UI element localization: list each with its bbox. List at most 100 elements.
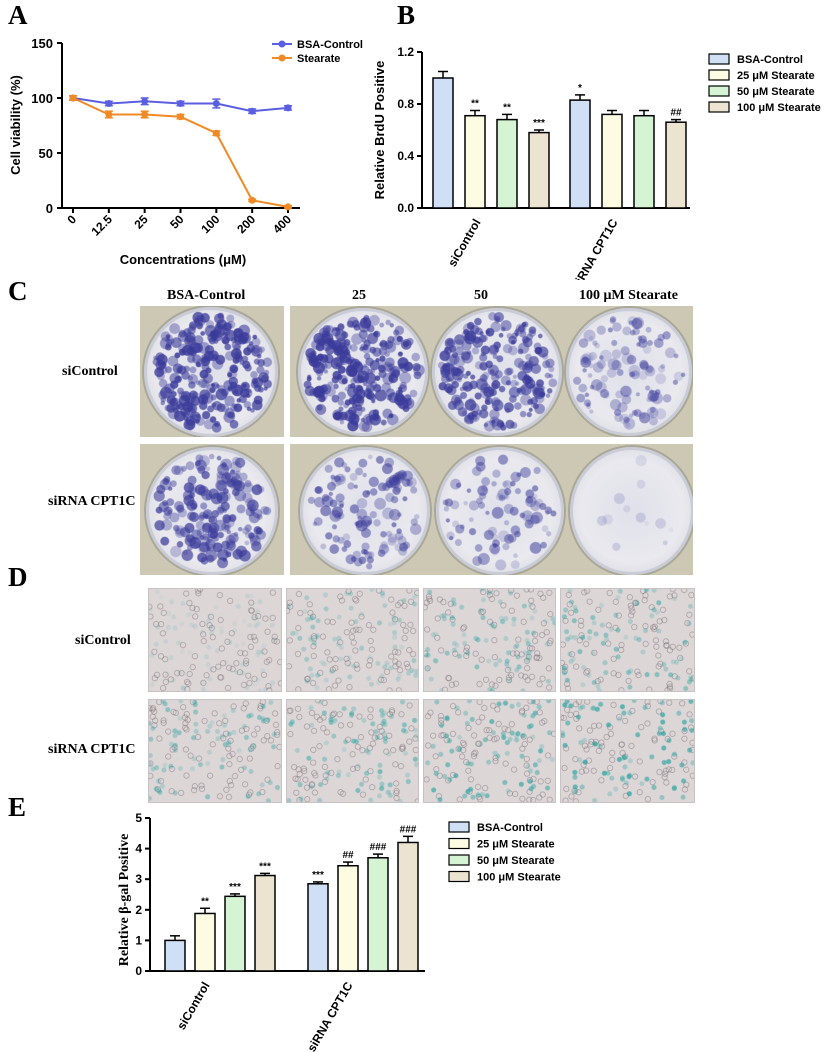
panel-d-row-label-sicontrol: siControl (75, 633, 131, 648)
significance-label-e: ### (370, 842, 387, 853)
significance-label-e: ** (201, 896, 209, 907)
x-tick-label-a: 100 (198, 212, 222, 236)
panel-d-row-label-sirna: siRNA CPT1C (48, 742, 136, 757)
significance-label-e: ### (400, 824, 417, 835)
data-point-a (105, 100, 113, 107)
bar-e (194, 912, 216, 972)
colony-photo-sirna-bsa (140, 444, 284, 575)
data-point-a (69, 94, 77, 102)
significance-label-b: ** (503, 102, 511, 113)
y-tick-label-a: 150 (31, 36, 53, 51)
significance-label-b: *** (533, 118, 545, 129)
y-tick-label-e: 2 (135, 903, 142, 917)
data-point-a (141, 111, 149, 118)
bar-b (601, 113, 623, 209)
microscopy-sicontrol-100 (560, 588, 695, 692)
data-point-a (212, 100, 220, 107)
significance-label-b: ## (670, 108, 682, 119)
x-tick-label-a: 0 (64, 212, 79, 227)
y-tick-label-e: 4 (135, 842, 142, 856)
y-tick-label-b: 0.4 (397, 149, 414, 163)
legend-label-e: BSA-Control (477, 822, 543, 834)
y-tick-label-a: 100 (31, 91, 53, 106)
panel-c-col-label-bsa: BSA-Control (167, 288, 246, 303)
legend-label-a: BSA-Control (297, 39, 363, 51)
panel-letter-a: A (8, 0, 28, 30)
chart-a-cell-viability: 0 50 100 150 0 12.5 25 50 100 200 400 Cell viabilit… (8, 36, 363, 267)
bar-b (633, 114, 655, 209)
data-point-a (212, 129, 220, 137)
bar-e (224, 895, 246, 972)
bar-b (528, 131, 550, 209)
x-category-label-b: siRNA CPT1C (569, 216, 620, 280)
x-tick-label-a: 25 (131, 212, 151, 232)
y-tick-label-b: 1.2 (397, 45, 414, 59)
bar-e (254, 874, 276, 972)
legend-label-e: 25 μM Stearate (477, 839, 555, 851)
x-tick-label-a: 12.5 (89, 212, 116, 239)
legend-label-b: 25 μM Stearate (737, 70, 815, 82)
data-point-a (284, 203, 292, 211)
microscopy-sicontrol-bsa (148, 588, 282, 692)
significance-label-b: ** (471, 99, 479, 110)
y-axis-label-a: Cell viability (%) (8, 75, 23, 175)
x-tick-label-a: 50 (167, 212, 187, 232)
bar-b (496, 118, 518, 209)
panel-c-col-label-25: 25 (352, 288, 366, 303)
panel-letter-d: D (8, 562, 28, 592)
legend-swatch-e (448, 821, 470, 833)
legend-label-e: 50 μM Stearate (477, 855, 555, 867)
legend-swatch-b (708, 85, 730, 97)
colony-photo-sirna-stearate (290, 444, 693, 575)
x-category-label-e: siRNA CPT1C (304, 979, 355, 1052)
legend-swatch-e (448, 837, 470, 850)
panel-letter-c: C (8, 276, 28, 306)
data-point-a (248, 107, 256, 115)
bar-e (367, 857, 389, 972)
legend-label-a: Stearate (297, 53, 340, 65)
legend-swatch-b (708, 69, 730, 81)
bar-b (464, 114, 486, 209)
legend-label-b: BSA-Control (737, 54, 803, 66)
legend-swatch-b (708, 101, 730, 113)
y-tick-label-e: 0 (135, 964, 142, 978)
y-axis-label-b: Relative BrdU Positive (372, 61, 387, 200)
bar-e (164, 939, 186, 972)
panel-c-row-label-sicontrol: siControl (62, 364, 118, 379)
data-point-a (284, 104, 292, 112)
legend-label-b: 100 μM Stearate (737, 102, 821, 114)
panel-c-col-label-100: 100 μM Stearate (579, 288, 678, 303)
legend-swatch-e (448, 870, 470, 883)
legend-label-e: 100 μM Stearate (477, 872, 561, 884)
bar-e (337, 864, 359, 972)
y-axis-label-e: Relative β-gal Positive (117, 834, 132, 967)
microscopy-sirna-bsa (148, 699, 282, 803)
bar-e (397, 841, 419, 972)
bar-e (307, 883, 329, 972)
significance-label-e: ## (342, 850, 354, 861)
panel-letter-b: B (397, 0, 416, 30)
microscopy-sirna-50 (423, 699, 556, 803)
y-tick-label-a: 0 (46, 201, 53, 216)
data-point-a (248, 196, 256, 204)
x-axis-label-a: Concentrations (μM) (120, 252, 246, 267)
x-tick-label-a: 200 (234, 212, 258, 236)
y-tick-label-b: 0.8 (397, 97, 414, 111)
data-point-a (105, 111, 113, 118)
microscopy-sicontrol-25 (286, 588, 419, 692)
data-point-a (177, 100, 184, 107)
microscopy-sirna-100 (560, 699, 695, 803)
colony-photo-sicontrol-bsa (140, 306, 284, 437)
panel-c-row-label-sirna: siRNA CPT1C (48, 494, 136, 509)
y-tick-label-e: 1 (135, 933, 142, 947)
significance-label-e: *** (229, 882, 241, 893)
legend-swatch-e (448, 854, 470, 866)
bar-b (432, 77, 454, 209)
data-point-a (177, 113, 184, 121)
microscopy-sicontrol-50 (423, 588, 556, 692)
significance-label-b: * (578, 83, 582, 94)
legend-swatch-b (708, 53, 730, 65)
colony-photo-sicontrol-stearate (290, 306, 693, 437)
